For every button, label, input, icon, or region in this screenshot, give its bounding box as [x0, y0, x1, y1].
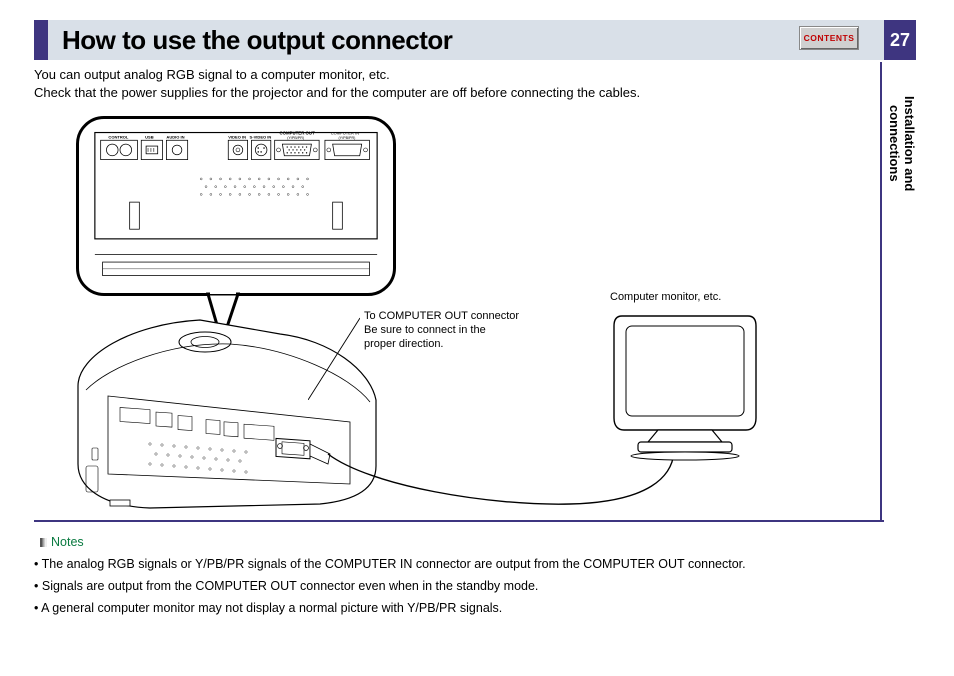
callout-1-l2: Be sure to connect in the	[364, 324, 519, 338]
port-video-in: VIDEO IN	[228, 134, 246, 139]
note-2-text: Signals are output from the COMPUTER OUT…	[42, 579, 539, 593]
page-number-text: 27	[890, 30, 910, 51]
contents-button-label: CONTENTS	[804, 33, 855, 43]
port-computer-in-sub: (Y/PB/PR)	[338, 136, 355, 140]
monitor-illustration	[610, 308, 760, 468]
note-item-1: • The analog RGB signals or Y/PB/PR sign…	[34, 554, 884, 574]
port-audio-in: AUDIO IN	[166, 134, 184, 139]
bottom-rule	[34, 520, 884, 522]
section-label-l2: connections	[887, 105, 902, 182]
notes-heading: Notes	[40, 532, 884, 552]
note-item-3: • A general computer monitor may not dis…	[34, 598, 884, 618]
page-title: How to use the output connector	[62, 25, 452, 56]
section-label: Installation and connections	[886, 96, 916, 191]
note-1-text: The analog RGB signals or Y/PB/PR signal…	[42, 557, 746, 571]
connector-panel-bubble: CONTROL USB AUDIO IN VIDEO IN S-VIDEO IN…	[76, 116, 396, 296]
callout-computer-out: To COMPUTER OUT connector Be sure to con…	[364, 310, 519, 351]
port-usb: USB	[145, 134, 154, 139]
projector-illustration	[70, 316, 390, 511]
section-label-l1: Installation and	[902, 96, 917, 191]
header-band: How to use the output connector	[34, 20, 884, 60]
diagram: CONTROL USB AUDIO IN VIDEO IN S-VIDEO IN…	[70, 116, 830, 516]
header-accent-left	[34, 20, 48, 60]
port-s-video-in: S-VIDEO IN	[250, 134, 272, 139]
notes-section: Notes • The analog RGB signals or Y/PB/P…	[34, 532, 884, 618]
intro-line-2: Check that the power supplies for the pr…	[34, 84, 894, 102]
monitor-label: Computer monitor, etc.	[610, 291, 721, 303]
port-computer-out-sub: (Y/PB/PR)	[287, 136, 304, 140]
callout-1-l1: To COMPUTER OUT connector	[364, 310, 519, 324]
right-rule	[880, 62, 882, 522]
note-item-2: • Signals are output from the COMPUTER O…	[34, 576, 884, 596]
page-number: 27	[884, 20, 916, 60]
port-control: CONTROL	[108, 134, 129, 139]
port-computer-out: COMPUTER OUT	[280, 130, 316, 135]
intro-text: You can output analog RGB signal to a co…	[34, 66, 894, 101]
callout-1-l3: proper direction.	[364, 338, 519, 352]
contents-button[interactable]: CONTENTS	[799, 26, 859, 50]
intro-line-1: You can output analog RGB signal to a co…	[34, 66, 894, 84]
note-3-text: A general computer monitor may not displ…	[41, 601, 502, 615]
port-computer-in: COMPUTER IN	[331, 130, 359, 135]
